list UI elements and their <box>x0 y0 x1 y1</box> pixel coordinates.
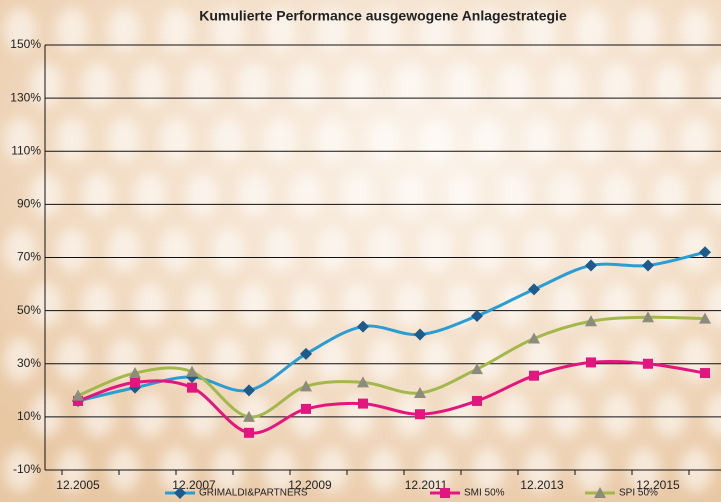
data-point <box>244 428 254 438</box>
data-point <box>415 409 425 419</box>
bokeh-dot <box>264 338 296 382</box>
bokeh-dot <box>108 118 140 162</box>
bokeh-dot <box>524 338 556 382</box>
bokeh-dot <box>446 283 478 327</box>
bokeh-dot <box>368 338 400 382</box>
data-point <box>472 396 482 406</box>
bokeh-dot <box>134 173 166 217</box>
legend-label: SPI 50% <box>619 488 658 499</box>
data-point <box>130 377 140 387</box>
bokeh-dot <box>654 173 686 217</box>
bokeh-dot <box>264 228 296 272</box>
bokeh-dot <box>56 338 88 382</box>
data-point <box>301 404 311 414</box>
bokeh-dot <box>472 228 504 272</box>
bokeh-dot <box>212 118 244 162</box>
bokeh-dot <box>82 173 114 217</box>
bokeh-dot <box>160 118 192 162</box>
data-point <box>529 371 539 381</box>
bokeh-dot <box>108 228 140 272</box>
bokeh-dot <box>316 118 348 162</box>
bokeh-dot <box>498 173 530 217</box>
chart: Kumulierte Performance ausgewogene Anlag… <box>0 0 721 502</box>
bokeh-dot <box>186 63 218 107</box>
data-point <box>440 488 450 498</box>
y-tick-label: 110% <box>11 143 41 157</box>
bokeh-dot <box>628 118 660 162</box>
bokeh-dot <box>82 283 114 327</box>
bokeh-dot <box>342 283 374 327</box>
data-point <box>700 368 710 378</box>
bokeh-dot <box>446 173 478 217</box>
y-tick-label: 50% <box>17 303 41 317</box>
y-tick-label: 130% <box>10 90 41 104</box>
y-tick-label: 150% <box>10 37 41 51</box>
y-tick-label: 70% <box>17 250 41 264</box>
legend-label: SMI 50% <box>464 488 505 499</box>
bokeh-dot <box>186 173 218 217</box>
bokeh-dot <box>550 283 582 327</box>
bokeh-dot <box>238 173 270 217</box>
bokeh-dot <box>186 283 218 327</box>
bokeh-dot <box>82 63 114 107</box>
y-tick-label: 90% <box>17 197 41 211</box>
bokeh-dot <box>212 228 244 272</box>
bokeh-dot <box>186 393 218 437</box>
bokeh-dot <box>498 393 530 437</box>
bokeh-dot <box>420 228 452 272</box>
bokeh-dot <box>654 283 686 327</box>
bokeh-dot <box>342 63 374 107</box>
y-tick-label: 30% <box>17 356 41 370</box>
bokeh-dot <box>550 393 582 437</box>
bokeh-dot <box>160 228 192 272</box>
bokeh-dot <box>56 228 88 272</box>
page: {"chart_data": {"type": "line", "title":… <box>0 0 721 502</box>
bokeh-dot <box>290 63 322 107</box>
x-tick-label: 12.2005 <box>56 478 100 492</box>
bokeh-dot <box>212 338 244 382</box>
y-tick-label: -10% <box>13 462 41 476</box>
bokeh-dot <box>316 228 348 272</box>
data-point <box>187 383 197 393</box>
x-tick-label: 12.2013 <box>520 478 564 492</box>
bokeh-dot <box>576 118 608 162</box>
bokeh-dot <box>550 173 582 217</box>
bokeh-dot <box>472 118 504 162</box>
bokeh-dot <box>394 63 426 107</box>
bokeh-dot <box>550 63 582 107</box>
bokeh-dot <box>498 63 530 107</box>
bokeh-dot <box>368 228 400 272</box>
bokeh-dot <box>264 118 296 162</box>
bokeh-dot <box>238 63 270 107</box>
bokeh-dot <box>134 393 166 437</box>
chart-title: Kumulierte Performance ausgewogene Anlag… <box>199 8 567 24</box>
bokeh-dot <box>654 63 686 107</box>
bokeh-dot <box>342 173 374 217</box>
bokeh-dot <box>524 118 556 162</box>
data-point <box>586 357 596 367</box>
bokeh-dot <box>394 173 426 217</box>
bokeh-dot <box>238 283 270 327</box>
legend-label: GRIMALDI&PARTNERS <box>199 488 308 499</box>
bokeh-dot <box>602 393 634 437</box>
bokeh-dot <box>602 63 634 107</box>
bokeh-dot <box>602 173 634 217</box>
data-point <box>358 399 368 409</box>
bokeh-dot <box>680 118 712 162</box>
y-tick-label: 10% <box>17 409 41 423</box>
bokeh-dot <box>654 393 686 437</box>
bokeh-dot <box>290 283 322 327</box>
bokeh-dot <box>446 63 478 107</box>
bokeh-dot <box>472 338 504 382</box>
bokeh-dot <box>524 228 556 272</box>
data-point <box>643 359 653 369</box>
bokeh-dot <box>56 118 88 162</box>
bokeh-dot <box>394 283 426 327</box>
bokeh-dot <box>134 283 166 327</box>
bokeh-dot <box>420 118 452 162</box>
bokeh-dot <box>290 173 322 217</box>
bokeh-dot <box>134 63 166 107</box>
bokeh-dot <box>368 118 400 162</box>
bokeh-dot <box>420 338 452 382</box>
